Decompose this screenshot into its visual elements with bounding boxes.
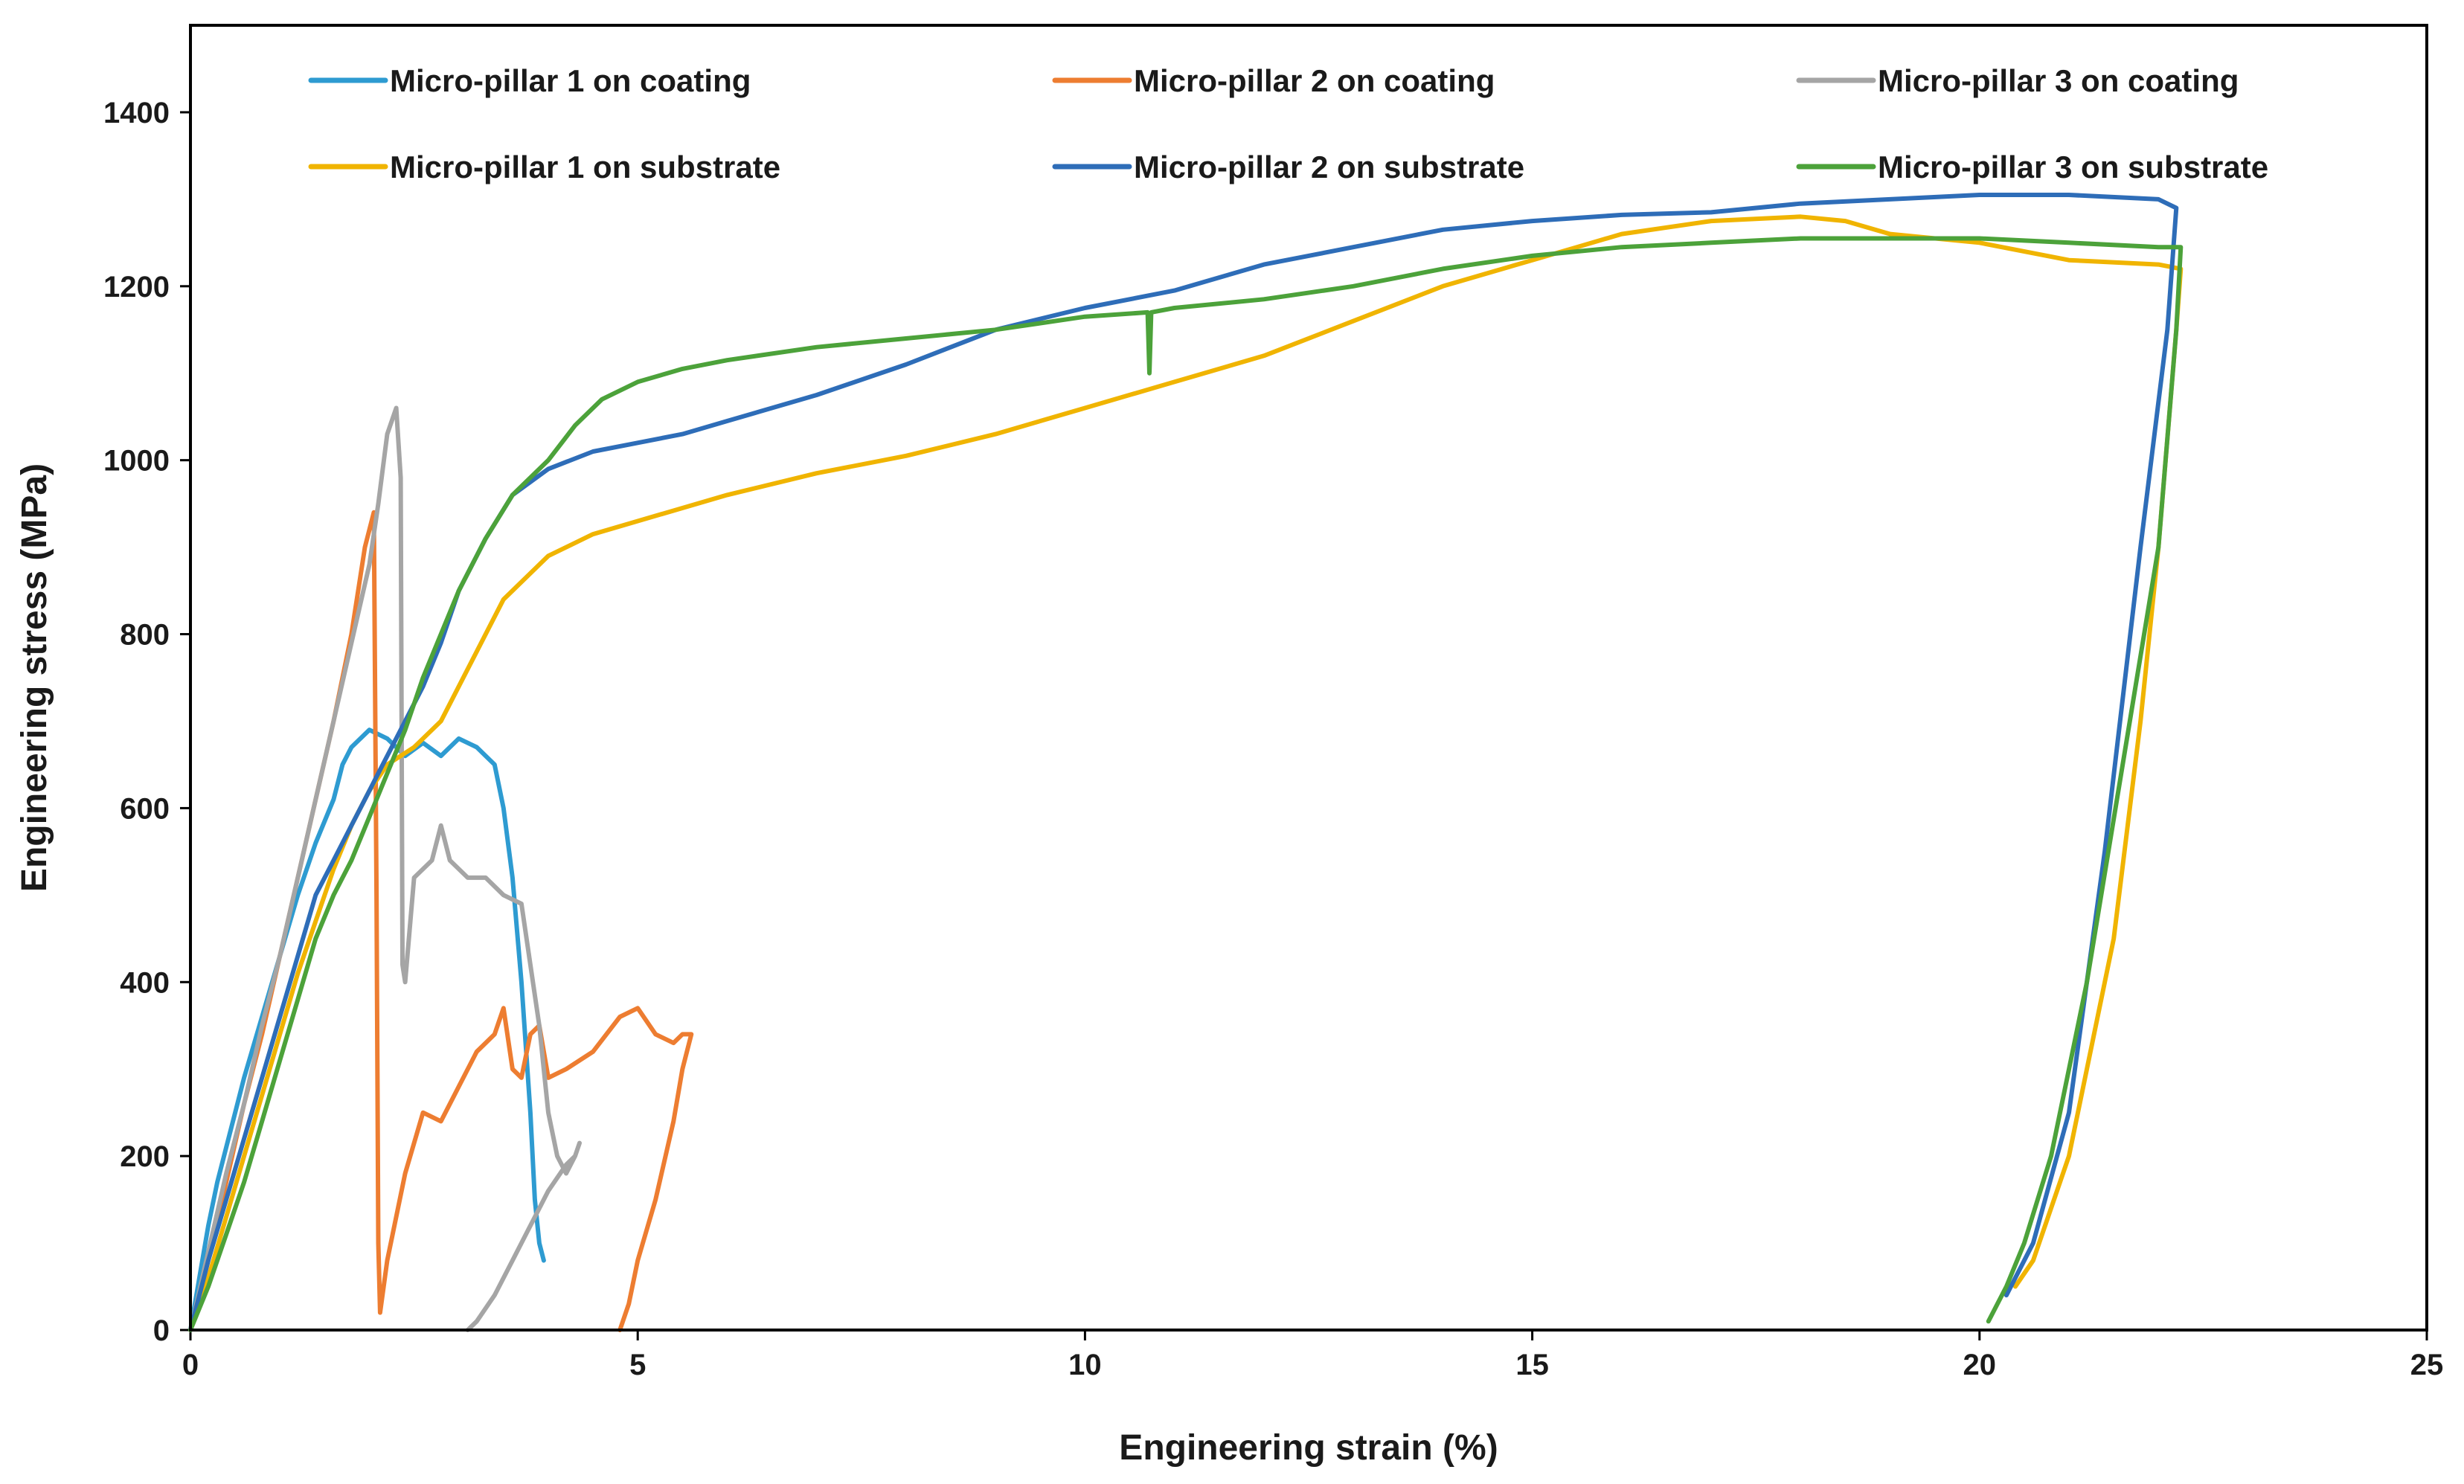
legend-label: Micro-pillar 2 on coating — [1134, 63, 1495, 98]
y-tick-label: 800 — [120, 619, 170, 652]
y-axis-title: Engineering stress (MPa) — [15, 463, 54, 892]
y-tick-label: 0 — [153, 1314, 170, 1347]
plot-area-frame — [189, 24, 2428, 1332]
legend-label: Micro-pillar 3 on coating — [1878, 63, 2239, 98]
x-tick-label: 20 — [1963, 1349, 1997, 1381]
x-tick-label: 25 — [2410, 1349, 2444, 1381]
y-tick-label: 1400 — [103, 97, 170, 129]
y-tick-label: 400 — [120, 966, 170, 999]
series-line-4 — [188, 214, 2184, 1332]
x-tick-label: 10 — [1068, 1349, 1102, 1381]
legend-label: Micro-pillar 1 on substrate — [390, 150, 780, 184]
y-tick-label: 1000 — [103, 445, 170, 478]
legend: Micro-pillar 1 on coating Micro-pillar 2 … — [308, 63, 2268, 184]
series-line-6 — [188, 236, 2184, 1332]
x-tick-label: 0 — [182, 1349, 199, 1381]
x-tick-label: 15 — [1515, 1349, 1549, 1381]
y-axis-ticks: 0 200 400 600 800 1000 1200 1400 — [103, 97, 190, 1347]
x-tick-label: 5 — [629, 1349, 646, 1381]
series-line-1 — [188, 727, 546, 1332]
legend-label: Micro-pillar 3 on substrate — [1878, 150, 2268, 184]
legend-label: Micro-pillar 1 on coating — [390, 63, 751, 98]
legend-label: Micro-pillar 2 on substrate — [1134, 150, 1524, 184]
series-line-5 — [188, 193, 2179, 1332]
data-series — [188, 193, 2184, 1332]
y-tick-label: 200 — [120, 1140, 170, 1173]
x-axis-ticks: 0 5 10 15 20 25 — [182, 1330, 2443, 1381]
x-axis-title: Engineering strain (%) — [1119, 1428, 1498, 1468]
y-tick-label: 1200 — [103, 271, 170, 303]
series-line-3 — [188, 405, 582, 1332]
y-tick-label: 600 — [120, 792, 170, 825]
